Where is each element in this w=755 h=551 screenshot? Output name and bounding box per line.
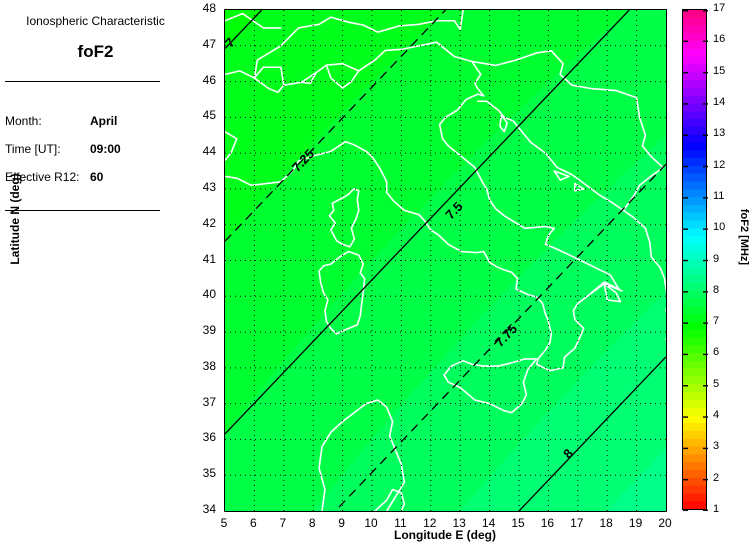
- x-tick-7: 7: [279, 516, 287, 530]
- y-tick-43: 43: [202, 179, 216, 194]
- y-tick-36: 36: [202, 430, 216, 445]
- field-month: Month: April: [5, 114, 185, 130]
- field-time: Time [UT]: 09:00: [5, 142, 185, 158]
- colorbar-tick-4: 4: [713, 409, 720, 422]
- field-month-value: April: [90, 114, 118, 128]
- y-tick-45: 45: [202, 108, 216, 123]
- colorbar-tick-14: 14: [713, 95, 726, 108]
- x-tick-5: 5: [220, 516, 228, 530]
- colorbar-group: 1 2 3 4 5 6 7 8 9 10 11 12 13 14 15 16 17 foF2 [MHz]: [682, 2, 755, 515]
- x-tick-10: 10: [364, 516, 378, 530]
- colorbar: [682, 9, 708, 511]
- colorbar-tick-8: 8: [713, 283, 720, 296]
- colorbar-tick-3: 3: [713, 440, 720, 453]
- colorbar-tick-17: 17: [713, 2, 726, 14]
- contour-overlay: [225, 10, 666, 511]
- x-tick-13: 13: [452, 516, 466, 530]
- colorbar-tick-7: 7: [713, 315, 720, 328]
- y-tick-35: 35: [202, 466, 216, 481]
- divider-bottom: [5, 210, 160, 211]
- colorbar-tick-10: 10: [713, 221, 726, 234]
- field-time-label: Time [UT]:: [5, 142, 61, 156]
- x-tick-11: 11: [394, 516, 407, 530]
- y-tick-46: 46: [202, 72, 216, 87]
- map-plot-area: [224, 9, 667, 512]
- x-tick-17: 17: [570, 516, 584, 530]
- y-tick-48: 48: [202, 1, 216, 15]
- y-tick-42: 42: [202, 215, 216, 230]
- field-effective-r12-label: Effective R12:: [5, 170, 80, 184]
- x-tick-12: 12: [423, 516, 437, 530]
- info-panel-subtitle: foF2: [77, 42, 114, 61]
- x-tick-19: 19: [628, 516, 643, 530]
- colorbar-tick-15: 15: [713, 64, 726, 77]
- field-month-label: Month:: [5, 114, 42, 128]
- colorbar-tick-13: 13: [713, 127, 726, 140]
- x-tick-6: 6: [250, 516, 257, 530]
- y-tick-40: 40: [202, 287, 216, 302]
- colorbar-label: foF2 [MHz]: [738, 208, 750, 266]
- x-tick-16: 16: [540, 516, 555, 530]
- x-tick-9: 9: [338, 516, 345, 530]
- x-axis-label: Longitude E (deg): [394, 528, 496, 542]
- colorbar-tickmarks: [683, 10, 708, 511]
- y-tick-38: 38: [202, 358, 216, 373]
- colorbar-tick-9: 9: [713, 252, 720, 265]
- colorbar-tick-5: 5: [713, 377, 720, 390]
- colorbar-tick-12: 12: [713, 158, 726, 171]
- y-tick-44: 44: [202, 144, 216, 159]
- x-tick-15: 15: [511, 516, 525, 530]
- x-tick-20: 20: [658, 516, 672, 530]
- colorbar-tick-11: 11: [713, 189, 725, 202]
- y-tick-47: 47: [202, 36, 216, 51]
- grid-overlay: [225, 10, 666, 511]
- colorbar-tick-16: 16: [713, 33, 726, 46]
- colorbar-tick-2: 2: [713, 471, 720, 484]
- field-effective-r12-value: 60: [90, 170, 104, 184]
- y-tick-39: 39: [202, 323, 216, 338]
- colorbar-tick-6: 6: [713, 346, 720, 359]
- y-tick-41: 41: [202, 251, 216, 266]
- divider-top: [5, 81, 160, 82]
- info-panel: Ionospheric Characteristic foF2 Month: A…: [0, 0, 190, 551]
- colorbar-tick-1: 1: [713, 503, 720, 515]
- field-time-value: 09:00: [90, 142, 121, 156]
- y-axis-label: Latitude N (deg): [8, 173, 22, 265]
- y-tick-37: 37: [202, 394, 216, 409]
- field-effective-r12: Effective R12: 60: [5, 170, 185, 186]
- y-tick-34: 34: [202, 502, 216, 516]
- x-tick-8: 8: [308, 516, 316, 530]
- info-panel-title: Ionospheric Characteristic: [26, 14, 165, 28]
- x-tick-18: 18: [599, 516, 613, 530]
- x-tick-14: 14: [481, 516, 496, 530]
